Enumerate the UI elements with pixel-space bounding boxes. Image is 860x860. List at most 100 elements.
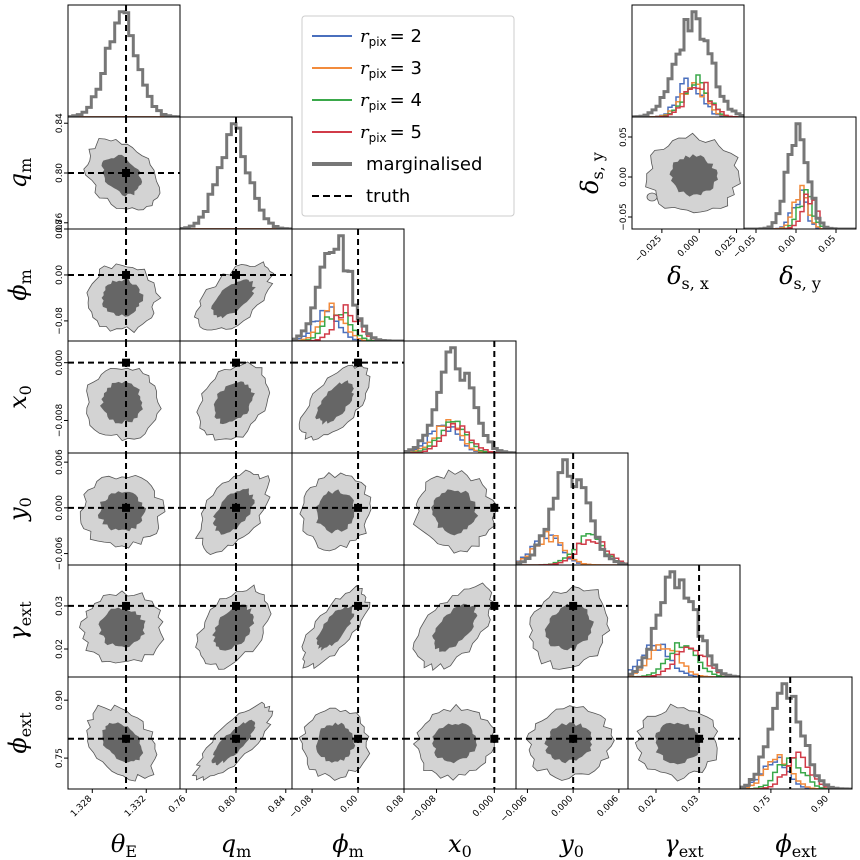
ytick-label: −0.08	[55, 307, 65, 335]
ytick-label: 0.76	[55, 212, 65, 232]
histogram-r_pix2-p5	[628, 643, 740, 677]
xtick-label: 0.75	[752, 794, 773, 815]
xtick-label: 0.76	[167, 794, 188, 815]
xaxis-label: y0	[559, 830, 584, 860]
panel-2-1	[179, 228, 293, 342]
xtick-label: −0.006	[499, 794, 530, 825]
panel-5-2	[291, 564, 405, 678]
inset-ytick-label: −0.05	[619, 203, 629, 231]
contour-inner-5-2	[316, 604, 355, 651]
contour-inner-6-5	[655, 722, 701, 765]
panel-6-3: −0.008 0.000	[403, 676, 517, 825]
panel-4-4	[515, 452, 629, 566]
truth-marker-5-0	[122, 601, 131, 610]
inset-ytick-label: 0.00	[619, 167, 629, 187]
legend-label-truth: truth	[366, 186, 410, 207]
inset-xtick-label: −0.025	[633, 234, 664, 265]
truth-marker-6-1	[232, 734, 240, 743]
ytick-label: −0.006	[55, 537, 65, 571]
xtick-label: −0.008	[408, 794, 439, 825]
histogram-marginalised-p1	[180, 122, 292, 229]
histogram-marginalised-p4	[516, 458, 628, 565]
inset-xtick-label: 0.05	[817, 234, 838, 255]
inset-panel-1-1: −0.05 0.00 0.05	[732, 116, 857, 261]
legend: rpix = 2 rpix = 3 rpix = 4 rpix = 5 marginal…	[301, 15, 515, 217]
xaxis-label: ϕm	[332, 830, 364, 860]
ytick-label: 0.02	[55, 639, 65, 659]
panel-5-4	[515, 564, 629, 678]
panel-5-0: 0.02 0.03	[55, 564, 181, 678]
panel-5-3	[403, 564, 517, 678]
panel-5-5	[627, 564, 741, 678]
contour-inner-5-3	[432, 603, 478, 652]
xaxis-label: γext	[664, 830, 704, 860]
panel-4-1	[179, 452, 293, 566]
legend-frame	[301, 15, 515, 217]
inset-xaxis-label: δs, x	[667, 262, 709, 293]
truth-marker-4-2	[354, 503, 363, 512]
histogram-r_pix3-p2	[292, 302, 404, 341]
xtick-label: 0.84	[267, 794, 288, 815]
histogram-marginalised-p2	[292, 234, 404, 341]
legend-label-rpix2: rpix = 2	[360, 26, 422, 49]
xtick-label: −0.08	[288, 794, 315, 821]
truth-marker-1-0	[122, 169, 131, 177]
ytick-label: 0.75	[55, 748, 65, 768]
yaxis-label: qm	[4, 158, 35, 189]
panel-4-2	[291, 452, 405, 566]
panel-6-4: −0.006 0.000 0.006	[499, 676, 629, 825]
contour-inner-4-2	[316, 489, 355, 534]
legend-label-rpix4: rpix = 4	[360, 90, 422, 113]
truth-marker-2-1	[232, 270, 240, 279]
legend-label-rpix3: rpix = 3	[360, 58, 422, 81]
inset-contour-island	[646, 192, 658, 202]
inset-panel-0-0	[631, 4, 745, 118]
ytick-label: 0.006	[55, 449, 65, 475]
yaxis-label: γext	[4, 601, 35, 641]
truth-marker-3-1	[232, 358, 240, 367]
truth-marker-3-0	[122, 358, 131, 367]
ytick-label: 0.000	[55, 495, 65, 521]
truth-marker-5-3	[490, 601, 499, 610]
contour-inner-5-0	[98, 607, 146, 648]
contour-inner-5-4	[544, 603, 594, 651]
ytick-label: 0.80	[55, 163, 65, 183]
contour-inner-2-0	[101, 278, 144, 317]
truth-marker-5-1	[232, 601, 240, 610]
panel-6-1: 0.76 0.80 0.84	[167, 676, 293, 815]
xtick-label: 1.328	[69, 794, 94, 819]
contour-inner-4-3	[431, 489, 479, 536]
legend-label-rpix5: rpix = 5	[360, 122, 422, 145]
yaxis-label: ϕm	[4, 269, 35, 301]
truth-marker-2-0	[122, 270, 131, 279]
xtick-label: 0.90	[810, 794, 831, 815]
inset-yaxis-label: δs, y	[576, 152, 607, 194]
xtick-label: 0.006	[596, 794, 621, 819]
truth-marker-6-5	[695, 734, 704, 743]
xtick-label: 0.02	[637, 794, 658, 815]
yaxis-label: y0	[4, 497, 35, 522]
truth-marker-6-4	[569, 734, 578, 743]
panel-frame-6-6	[739, 676, 853, 790]
contour-inner-1-0	[101, 154, 143, 197]
panel-3-2	[291, 340, 405, 454]
ytick-label: 0.84	[55, 113, 65, 133]
xaxis-label: x0	[448, 830, 472, 860]
contour-inner-3-0	[100, 381, 143, 424]
histogram-r_pix5-p3	[404, 423, 516, 453]
contour-inner-6-3	[432, 723, 477, 764]
panel-6-2: −0.08 0.00 0.08	[288, 676, 406, 821]
truth-marker-6-3	[490, 734, 499, 743]
contour-inner-2-1	[211, 279, 256, 319]
xtick-label: 0.03	[680, 794, 701, 815]
truth-marker-4-0	[122, 503, 131, 512]
ytick-label: 0.00	[55, 265, 65, 285]
panel-3-3	[403, 340, 517, 454]
truth-marker-5-2	[354, 601, 363, 610]
xtick-label: 0.80	[217, 794, 238, 815]
inset-panel-1-0: −0.025 0.000 0.025−0.050.000.05	[619, 116, 745, 265]
panel-1-0: 0.76 0.80 0.84	[55, 113, 181, 233]
inset-xtick-label: 0.00	[777, 234, 798, 255]
histogram-marginalised-p5	[628, 570, 740, 677]
